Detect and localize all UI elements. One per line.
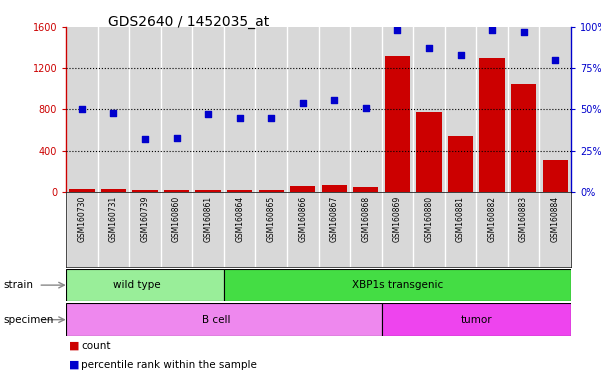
Text: GSM160884: GSM160884 xyxy=(551,196,560,242)
Point xyxy=(266,115,276,121)
Point xyxy=(77,106,87,113)
Text: wild type: wild type xyxy=(114,280,161,290)
Bar xyxy=(258,190,284,192)
Point xyxy=(487,27,497,33)
Point xyxy=(392,27,402,33)
Text: GSM160868: GSM160868 xyxy=(361,196,370,242)
Bar xyxy=(227,190,252,192)
Bar xyxy=(416,111,442,192)
Text: GDS2640 / 1452035_at: GDS2640 / 1452035_at xyxy=(108,15,269,29)
Text: GSM160869: GSM160869 xyxy=(393,196,402,242)
Bar xyxy=(66,303,382,336)
Bar xyxy=(322,185,347,192)
Bar xyxy=(66,269,224,301)
Text: tumor: tumor xyxy=(460,314,492,325)
Point xyxy=(172,134,182,141)
Text: ■: ■ xyxy=(69,341,79,351)
Point xyxy=(140,136,150,142)
Text: GSM160882: GSM160882 xyxy=(487,196,496,242)
Text: GSM160739: GSM160739 xyxy=(141,196,150,242)
Text: GSM160730: GSM160730 xyxy=(78,196,87,242)
Bar xyxy=(382,303,571,336)
Point xyxy=(456,52,465,58)
Text: specimen: specimen xyxy=(3,314,53,325)
Text: GSM160880: GSM160880 xyxy=(424,196,433,242)
Text: GSM160731: GSM160731 xyxy=(109,196,118,242)
Point xyxy=(109,110,118,116)
Bar xyxy=(290,186,316,192)
Point xyxy=(329,96,339,103)
Text: GSM160881: GSM160881 xyxy=(456,196,465,242)
Point xyxy=(424,45,434,51)
Text: percentile rank within the sample: percentile rank within the sample xyxy=(81,360,257,370)
Bar xyxy=(69,189,94,192)
Text: GSM160883: GSM160883 xyxy=(519,196,528,242)
Bar xyxy=(101,189,126,192)
Text: GSM160860: GSM160860 xyxy=(172,196,181,242)
Bar xyxy=(448,136,473,192)
Bar xyxy=(164,190,189,192)
Point xyxy=(361,105,371,111)
Bar xyxy=(543,160,568,192)
Bar xyxy=(132,190,157,192)
Text: GSM160864: GSM160864 xyxy=(235,196,244,242)
Text: GSM160866: GSM160866 xyxy=(298,196,307,242)
Bar xyxy=(353,187,379,192)
Bar xyxy=(224,269,571,301)
Text: strain: strain xyxy=(3,280,33,290)
Point xyxy=(298,100,308,106)
Text: GSM160867: GSM160867 xyxy=(330,196,339,242)
Point xyxy=(551,57,560,63)
Text: B cell: B cell xyxy=(202,314,230,325)
Point xyxy=(203,111,213,118)
Text: XBP1s transgenic: XBP1s transgenic xyxy=(352,280,443,290)
Text: ■: ■ xyxy=(69,360,79,370)
Text: GSM160865: GSM160865 xyxy=(267,196,276,242)
Point xyxy=(519,29,528,35)
Text: GSM160861: GSM160861 xyxy=(204,196,213,242)
Bar xyxy=(480,58,505,192)
Point xyxy=(235,115,245,121)
Text: count: count xyxy=(81,341,111,351)
Bar xyxy=(195,190,221,192)
Bar xyxy=(385,56,410,192)
Bar xyxy=(511,84,536,192)
